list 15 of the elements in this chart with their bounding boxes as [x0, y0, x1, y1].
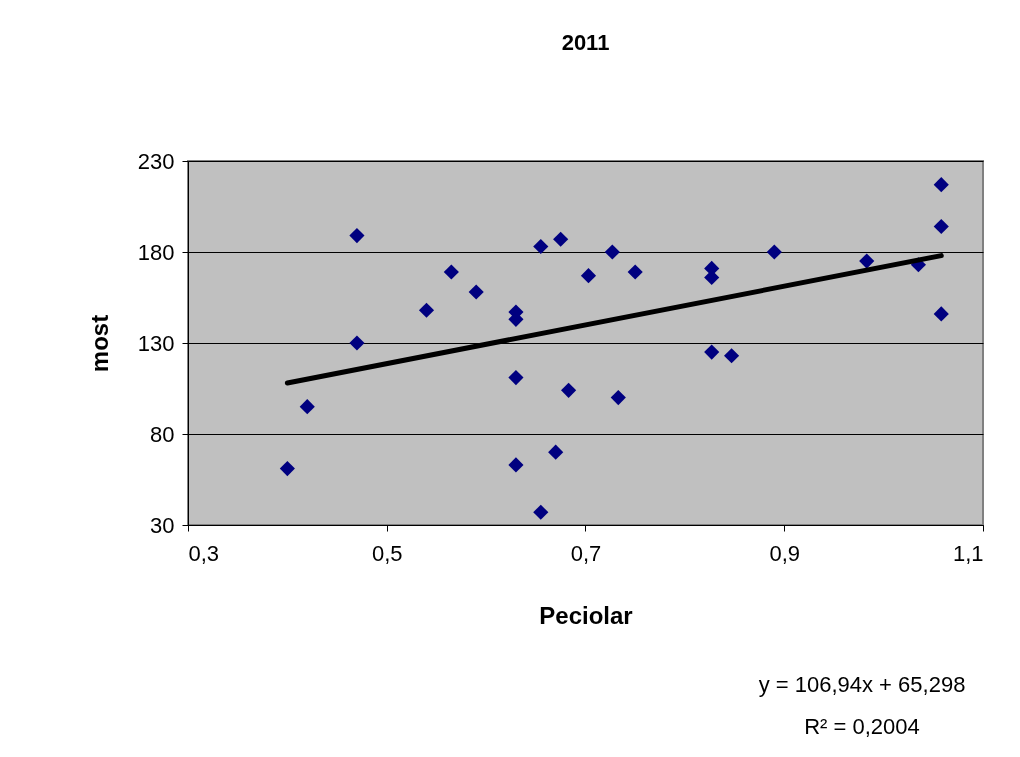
x-tick-label: 0,7 — [570, 540, 602, 566]
y-tick-label: 230 — [137, 148, 175, 174]
y-tick-label: 130 — [137, 330, 175, 356]
x-tick-label: 0,5 — [371, 540, 403, 566]
x-tick-label: 1,1 — [952, 540, 984, 566]
y-tick-label: 30 — [150, 512, 175, 538]
chart-title: 2011 — [561, 30, 610, 55]
y-tick-label: 180 — [137, 239, 175, 265]
x-tick-label: 0,3 — [188, 540, 220, 566]
x-tick-label: 0,9 — [769, 540, 801, 566]
y-axis-title: most — [85, 314, 113, 373]
text: R² = 0,2004 — [804, 714, 920, 739]
x-axis-title: Peciolar — [539, 601, 633, 629]
text: y = 106,94x + 65,298 — [758, 672, 966, 697]
y-tick-label: 80 — [150, 421, 175, 447]
